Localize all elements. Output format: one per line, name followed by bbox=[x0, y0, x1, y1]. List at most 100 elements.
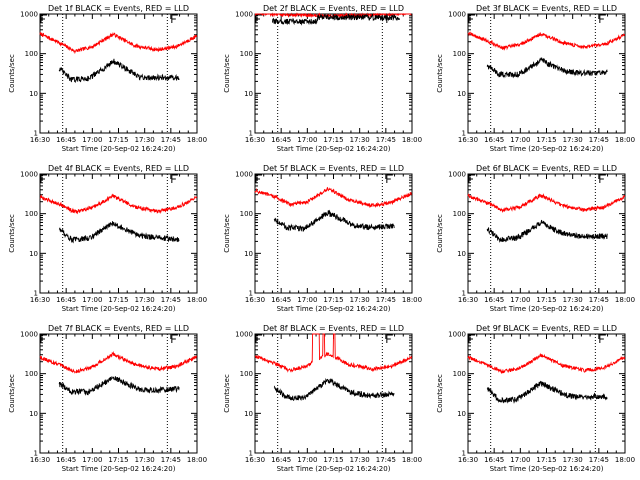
x-tick-label: 16:45 bbox=[271, 296, 291, 304]
x-tick-label: 16:45 bbox=[56, 456, 76, 464]
y-axis-label: Counts/sec bbox=[8, 374, 16, 413]
lld-series-line bbox=[39, 350, 198, 374]
y-tick-label: 1 bbox=[249, 290, 253, 298]
x-tick-label: 17:30 bbox=[563, 456, 583, 464]
events-series-line bbox=[58, 58, 180, 84]
detector-panel-3: Det 3f BLACK = Events, RED = LLD Counts/s… bbox=[436, 4, 635, 153]
x-tick-label: 16:30 bbox=[458, 456, 478, 464]
x-tick-label: 17:15 bbox=[536, 456, 556, 464]
detector-panel-7: Det 7f BLACK = Events, RED = LLD Counts/s… bbox=[8, 324, 207, 473]
x-tick-label: 17:45 bbox=[376, 296, 396, 304]
events-series-line bbox=[58, 221, 180, 244]
x-tick-label: 16:45 bbox=[484, 456, 504, 464]
interval-flag-marker bbox=[40, 14, 47, 23]
x-tick-label: 17:15 bbox=[323, 136, 343, 144]
x-tick-label: 16:45 bbox=[56, 136, 76, 144]
detector-panel-8: Det 8f BLACK = Events, RED = LLD Counts/s… bbox=[223, 324, 422, 473]
panel-title: Det 3f BLACK = Events, RED = LLD bbox=[476, 4, 617, 13]
detector-panel-4: Det 4f BLACK = Events, RED = LLD Counts/s… bbox=[8, 164, 207, 313]
interval-flag-marker bbox=[171, 14, 178, 23]
events-series-line bbox=[486, 380, 608, 404]
x-tick-label: 16:45 bbox=[56, 296, 76, 304]
x-tick-label: 16:30 bbox=[458, 296, 478, 304]
detector-panel-6: Det 6f BLACK = Events, RED = LLD Counts/s… bbox=[436, 164, 635, 313]
x-axis-label: Start Time (20-Sep-02 16:24:20) bbox=[62, 305, 176, 313]
y-axis-label: Counts/sec bbox=[8, 214, 16, 253]
x-tick-label: 17:00 bbox=[297, 296, 317, 304]
panel-title: Det 6f BLACK = Events, RED = LLD bbox=[476, 164, 617, 173]
events-series-line bbox=[273, 209, 395, 232]
y-tick-label: 10 bbox=[244, 90, 253, 98]
x-tick-label: 17:15 bbox=[323, 296, 343, 304]
lld-series-line bbox=[467, 193, 626, 213]
plot-frame bbox=[254, 13, 413, 134]
interval-flag-marker bbox=[255, 334, 262, 343]
x-tick-label: 16:30 bbox=[30, 456, 50, 464]
y-tick-label: 10 bbox=[457, 410, 466, 418]
y-tick-label: 1000 bbox=[20, 331, 38, 339]
x-axis-label: Start Time (20-Sep-02 16:24:20) bbox=[490, 145, 604, 153]
x-tick-label: 18:00 bbox=[187, 456, 207, 464]
y-tick-label: 1000 bbox=[235, 171, 253, 179]
x-tick-label: 17:30 bbox=[350, 136, 370, 144]
y-axis-label: Counts/sec bbox=[436, 214, 444, 253]
x-axis-label: Start Time (20-Sep-02 16:24:20) bbox=[62, 465, 176, 473]
x-tick-label: 17:15 bbox=[536, 296, 556, 304]
interval-flag-marker bbox=[468, 14, 475, 23]
interval-flag-marker bbox=[386, 334, 393, 343]
interval-flag-marker bbox=[386, 174, 393, 183]
x-tick-label: 17:15 bbox=[108, 136, 128, 144]
x-tick-label: 17:30 bbox=[135, 136, 155, 144]
x-tick-label: 17:30 bbox=[350, 296, 370, 304]
detector-panel-5: Det 5f BLACK = Events, RED = LLD Counts/s… bbox=[223, 164, 422, 313]
x-tick-label: 17:00 bbox=[82, 456, 102, 464]
x-tick-label: 16:45 bbox=[271, 456, 291, 464]
y-axis-label: Counts/sec bbox=[8, 54, 16, 93]
y-axis-label: Counts/sec bbox=[223, 214, 231, 253]
y-tick-label: 100 bbox=[25, 50, 38, 58]
y-tick-label: 1000 bbox=[235, 11, 253, 19]
y-tick-label: 1000 bbox=[448, 11, 466, 19]
y-tick-label: 1000 bbox=[235, 331, 253, 339]
panel-title: Det 4f BLACK = Events, RED = LLD bbox=[48, 164, 189, 173]
y-axis-label: Counts/sec bbox=[436, 54, 444, 93]
lld-series-line bbox=[467, 31, 626, 51]
y-axis-label: Counts/sec bbox=[223, 374, 231, 413]
x-tick-label: 16:30 bbox=[30, 136, 50, 144]
y-axis-label: Counts/sec bbox=[436, 374, 444, 413]
lld-series-line bbox=[39, 193, 198, 215]
y-tick-label: 10 bbox=[244, 250, 253, 258]
interval-flag-marker bbox=[255, 174, 262, 183]
x-tick-label: 17:00 bbox=[510, 136, 530, 144]
interval-flag-marker bbox=[468, 334, 475, 343]
x-tick-label: 17:15 bbox=[108, 296, 128, 304]
y-tick-label: 1 bbox=[249, 130, 253, 138]
y-tick-label: 1 bbox=[249, 450, 253, 458]
plot-frame bbox=[39, 333, 198, 454]
x-tick-label: 17:45 bbox=[589, 296, 609, 304]
y-tick-label: 1 bbox=[34, 130, 38, 138]
x-tick-label: 17:30 bbox=[563, 296, 583, 304]
x-tick-label: 18:00 bbox=[615, 296, 635, 304]
x-tick-label: 18:00 bbox=[402, 296, 422, 304]
x-tick-label: 17:15 bbox=[536, 136, 556, 144]
y-tick-label: 1 bbox=[34, 450, 38, 458]
y-tick-label: 1 bbox=[462, 290, 466, 298]
panel-title: Det 8f BLACK = Events, RED = LLD bbox=[263, 324, 404, 333]
x-tick-label: 18:00 bbox=[187, 136, 207, 144]
detector-panel-9: Det 9f BLACK = Events, RED = LLD Counts/s… bbox=[436, 324, 635, 473]
x-tick-label: 18:00 bbox=[187, 296, 207, 304]
x-tick-label: 17:15 bbox=[323, 456, 343, 464]
x-tick-label: 18:00 bbox=[402, 456, 422, 464]
panel-title: Det 5f BLACK = Events, RED = LLD bbox=[263, 164, 404, 173]
x-axis-label: Start Time (20-Sep-02 16:24:20) bbox=[277, 465, 391, 473]
x-tick-label: 17:45 bbox=[161, 136, 181, 144]
y-tick-label: 10 bbox=[29, 90, 38, 98]
y-tick-label: 1 bbox=[34, 290, 38, 298]
y-tick-label: 10 bbox=[29, 410, 38, 418]
interval-flag-marker bbox=[468, 174, 475, 183]
x-tick-label: 17:45 bbox=[589, 456, 609, 464]
x-tick-label: 17:45 bbox=[161, 456, 181, 464]
panel-title: Det 9f BLACK = Events, RED = LLD bbox=[476, 324, 617, 333]
y-axis-label: Counts/sec bbox=[223, 54, 231, 93]
